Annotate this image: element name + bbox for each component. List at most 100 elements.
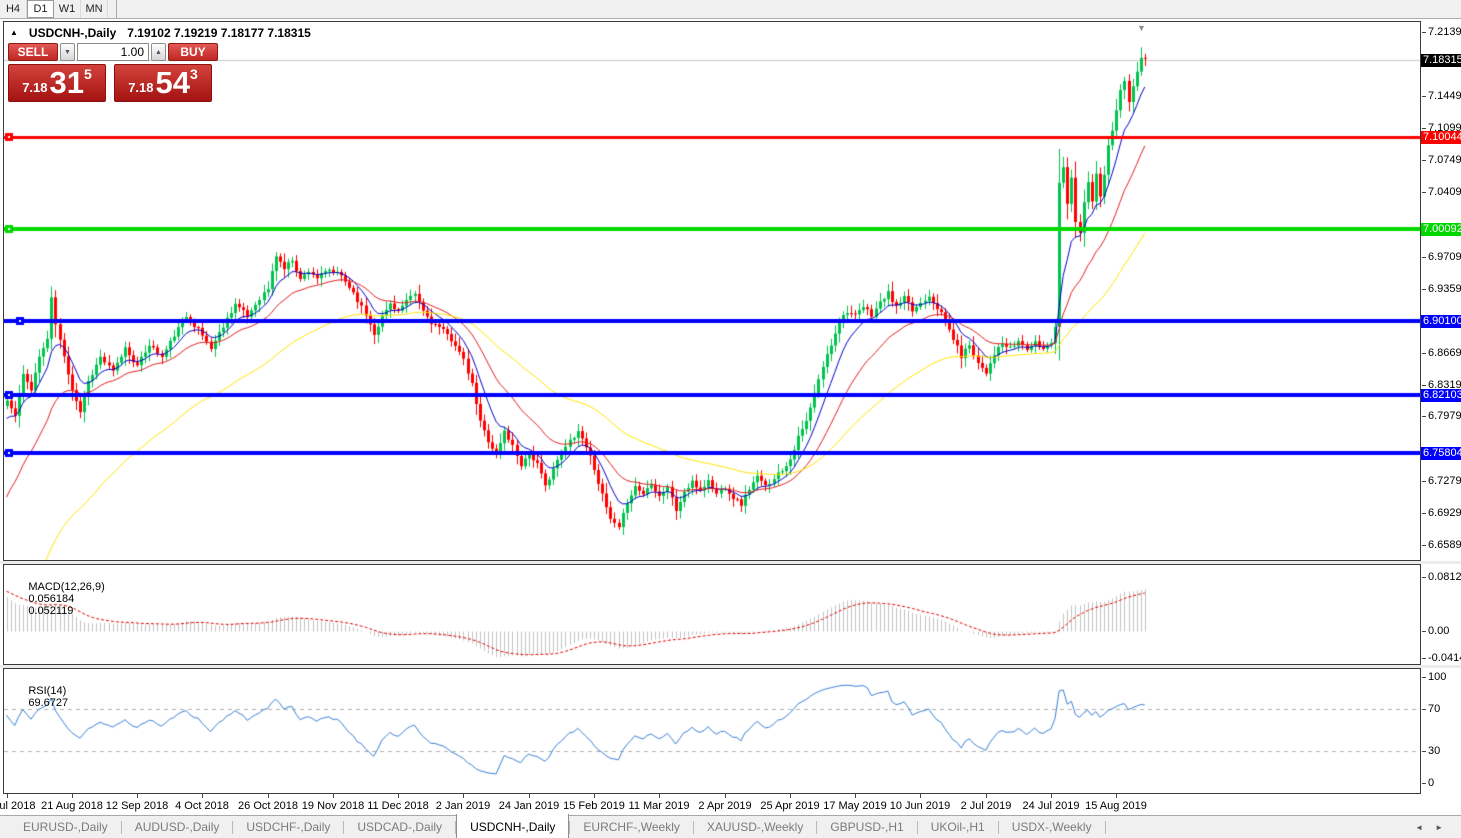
- axis-tick-label: 6.86690: [1428, 347, 1461, 359]
- timeframe-button-h4[interactable]: H4: [0, 0, 27, 18]
- macd-name: MACD(12,26,9): [28, 581, 105, 593]
- buy-price-big: 54: [155, 65, 190, 100]
- chart-tabs-bar: EURUSD-,Daily AUDUSD-,Daily USDCHF-,Daily U…: [0, 814, 1461, 838]
- date-label: 12 Sep 2018: [105, 800, 169, 812]
- price-axis[interactable]: 7.213907.144907.109907.074907.040906.970…: [1421, 0, 1461, 838]
- chart-tab-ukoil-h1[interactable]: UKOil-,H1: [930, 820, 985, 834]
- macd-panel: MACD(12,26,9) 0.056184 0.052119: [3, 564, 1421, 665]
- tab-separator: [692, 820, 694, 834]
- axis-tick-mark: [1422, 416, 1426, 417]
- date-tick-mark: [333, 794, 334, 798]
- toolbar-separator: [116, 0, 117, 19]
- chart-ohlc-values: 7.19102 7.19219 7.18177 7.18315: [127, 26, 311, 40]
- axis-tick-label: 6.79790: [1428, 410, 1461, 422]
- axis-tick-mark: [1422, 289, 1426, 290]
- date-tick-mark: [725, 794, 726, 798]
- axis-tick-label: 6.72790: [1428, 475, 1461, 487]
- volume-input[interactable]: [77, 43, 149, 61]
- buy-quote-box[interactable]: 7.18 54 3: [114, 64, 212, 102]
- axis-tick-mark: [1422, 751, 1426, 752]
- panel-splitter[interactable]: [0, 665, 1461, 668]
- tab-separator: [816, 820, 818, 834]
- rsi-label: RSI(14) 69.6727: [10, 673, 73, 721]
- axis-tick-label: 7.14490: [1428, 90, 1461, 102]
- chart-tab-usdcad-daily[interactable]: USDCAD-,Daily: [357, 820, 443, 834]
- axis-tick-label: 6.69290: [1428, 507, 1461, 519]
- date-label: 2 Jul 2019: [960, 800, 1012, 812]
- date-tick-mark: [463, 794, 464, 798]
- axis-tick-label: 100: [1428, 671, 1447, 683]
- sell-price-prefix: 7.18: [22, 80, 48, 95]
- axis-tick-mark: [1422, 385, 1426, 386]
- chart-tab-eurusd-daily[interactable]: EURUSD-,Daily: [23, 820, 108, 834]
- timeframe-button-mn[interactable]: MN: [81, 0, 108, 18]
- date-tick-mark: [398, 794, 399, 798]
- tab-separator: [569, 820, 571, 834]
- axis-tick-mark: [1422, 545, 1426, 546]
- spin-down-icon: ▼: [64, 48, 71, 56]
- date-tick-mark: [529, 794, 530, 798]
- date-label: 21 Aug 2018: [41, 800, 103, 812]
- axis-tick-label: 6.83190: [1428, 379, 1461, 391]
- date-label: 25 Apr 2019: [760, 800, 820, 812]
- buy-button[interactable]: BUY: [168, 43, 218, 61]
- axis-price-chip: 7.10044: [1421, 131, 1461, 144]
- chart-shift-marker-icon[interactable]: ▼: [1137, 23, 1146, 33]
- axis-tick-mark: [1422, 709, 1426, 710]
- axis-tick-mark: [1422, 481, 1426, 482]
- date-label: 15 Feb 2019: [563, 800, 625, 812]
- rsi-canvas[interactable]: [4, 669, 1420, 793]
- volume-decrease-button[interactable]: ▼: [60, 43, 75, 61]
- axis-tick-label: -0.041413: [1428, 652, 1461, 664]
- axis-tick-label: 0.081265: [1428, 571, 1461, 583]
- chart-tab-eurchf-weekly[interactable]: EURCHF-,Weekly: [583, 820, 680, 834]
- timeframe-button-d1[interactable]: D1: [27, 0, 54, 18]
- axis-price-chip: 6.75804: [1421, 447, 1461, 460]
- tabs-scroll-right-icon[interactable]: ►: [1435, 823, 1443, 832]
- trade-controls-row: SELL ▼ ▲ BUY: [8, 43, 220, 61]
- axis-price-chip: 7.18315: [1421, 54, 1461, 67]
- date-tick-mark: [7, 794, 8, 798]
- date-label: 24 Jul 2019: [1022, 800, 1080, 812]
- chart-tab-xauusd-weekly[interactable]: XAUUSD-,Weekly: [706, 820, 804, 834]
- date-tick-mark: [594, 794, 595, 798]
- tabs-scroll-left-icon[interactable]: ◄: [1415, 823, 1424, 832]
- sell-button[interactable]: SELL: [8, 43, 58, 61]
- timeframe-button-w1[interactable]: W1: [54, 0, 81, 18]
- volume-increase-button[interactable]: ▲: [151, 43, 166, 61]
- chart-tab-audusd-daily[interactable]: AUDUSD-,Daily: [134, 820, 220, 834]
- axis-tick-mark: [1422, 192, 1426, 193]
- date-tick-mark: [1051, 794, 1052, 798]
- chart-collapse-icon[interactable]: ▲: [10, 28, 18, 37]
- chart-tab-gbpusd-h1[interactable]: GBPUSD-,H1: [830, 820, 904, 834]
- one-click-trading-panel: SELL ▼ ▲ BUY 7.18 31 5 7.18 54: [8, 43, 220, 102]
- chart-symbol-label: USDCNH-,Daily: [28, 26, 117, 40]
- date-label: 2 Jan 2019: [435, 800, 491, 812]
- chart-title: ▲ USDCNH-,Daily 7.19102 7.19219 7.18177 …: [10, 26, 316, 40]
- chart-tab-usdchf-daily[interactable]: USDCHF-,Daily: [246, 820, 331, 834]
- axis-tick-label: 7.04090: [1428, 186, 1461, 198]
- axis-tick-label: 70: [1428, 703, 1441, 715]
- axis-tick-label: 6.97090: [1428, 251, 1461, 263]
- axis-tick-label: 6.65890: [1428, 539, 1461, 551]
- axis-tick-label: 7.21390: [1428, 26, 1461, 38]
- axis-tick-mark: [1422, 577, 1426, 578]
- axis-price-chip: 7.00092: [1421, 223, 1461, 236]
- axis-tick-mark: [1422, 257, 1426, 258]
- buy-price-prefix: 7.18: [128, 80, 154, 95]
- date-tick-mark: [986, 794, 987, 798]
- panel-splitter[interactable]: [0, 561, 1461, 564]
- date-tick-mark: [1116, 794, 1117, 798]
- buy-price-pip: 3: [190, 66, 198, 82]
- date-tick-mark: [920, 794, 921, 798]
- macd-label: MACD(12,26,9) 0.056184 0.052119: [10, 569, 110, 629]
- chart-tab-usdcnh-daily[interactable]: USDCNH-,Daily: [456, 814, 570, 838]
- chart-tab-usdx-weekly[interactable]: USDX-,Weekly: [1011, 820, 1092, 834]
- sell-quote-box[interactable]: 7.18 31 5: [8, 64, 106, 102]
- axis-tick-label: 0.00: [1428, 625, 1450, 637]
- macd-canvas[interactable]: [4, 565, 1420, 664]
- price-chart-canvas[interactable]: [4, 22, 1420, 560]
- date-label: 11 Dec 2018: [367, 800, 429, 812]
- date-label: 30 Jul 2018: [0, 800, 36, 812]
